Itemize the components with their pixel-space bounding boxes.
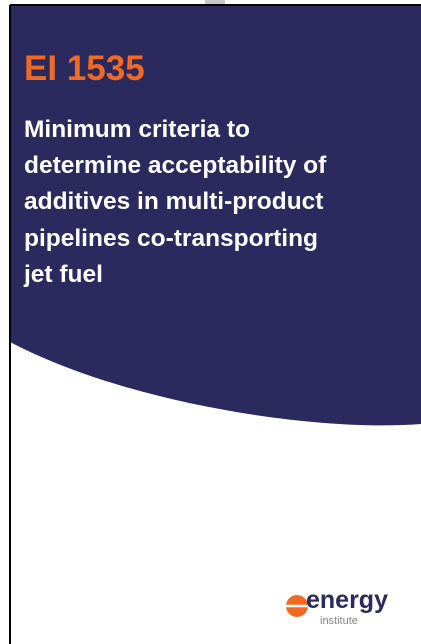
logo-name: energy: [306, 586, 388, 614]
navy-panel: [10, 5, 421, 426]
title-line: Minimum criteria to: [24, 116, 250, 143]
logo-sub: institute: [320, 615, 358, 627]
title-line: jet fuel: [23, 261, 103, 288]
title-line: determine acceptability of: [24, 152, 327, 179]
logo: energy institute: [286, 586, 388, 627]
title-line: additives in multi-product: [24, 188, 323, 215]
document-code: EI 1535: [24, 49, 145, 88]
title-line: pipelines co-transporting: [24, 225, 318, 252]
